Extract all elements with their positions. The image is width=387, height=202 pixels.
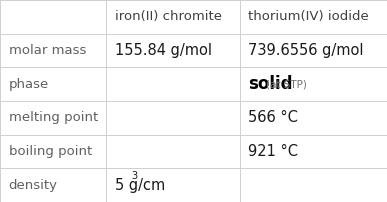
- Text: boiling point: boiling point: [9, 145, 92, 158]
- Text: 739.6556 g/mol: 739.6556 g/mol: [248, 43, 364, 58]
- Text: 566 °C: 566 °C: [248, 110, 298, 125]
- Text: 5 g/cm: 5 g/cm: [115, 178, 165, 193]
- Text: iron(II) chromite: iron(II) chromite: [115, 10, 222, 23]
- Text: thorium(IV) iodide: thorium(IV) iodide: [248, 10, 369, 23]
- Text: solid: solid: [248, 75, 293, 93]
- Text: (at STP): (at STP): [266, 79, 307, 89]
- Text: 921 °C: 921 °C: [248, 144, 298, 159]
- Text: melting point: melting point: [9, 111, 98, 124]
- Text: 3: 3: [131, 171, 137, 181]
- Text: 155.84 g/mol: 155.84 g/mol: [115, 43, 212, 58]
- Text: phase: phase: [9, 78, 49, 91]
- Text: density: density: [9, 179, 58, 192]
- Text: molar mass: molar mass: [9, 44, 86, 57]
